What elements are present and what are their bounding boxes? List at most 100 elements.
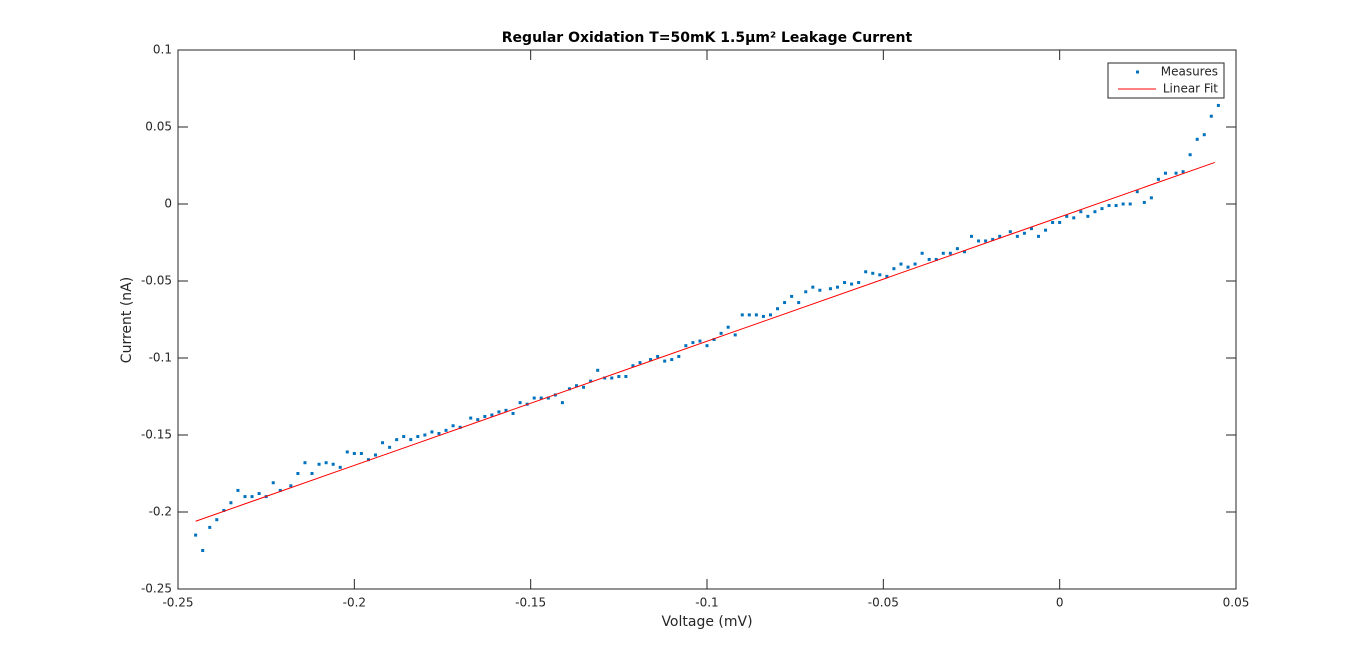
- data-point: [381, 441, 385, 445]
- data-point: [631, 364, 635, 368]
- data-point: [1216, 103, 1220, 107]
- data-point: [324, 461, 328, 465]
- data-point: [532, 396, 536, 400]
- data-point: [1142, 200, 1146, 204]
- data-point: [1051, 220, 1055, 224]
- data-point: [303, 461, 307, 465]
- data-point: [1156, 177, 1160, 181]
- data-point: [899, 262, 903, 266]
- data-point: [1065, 214, 1069, 218]
- data-point: [948, 251, 952, 255]
- data-point: [864, 270, 868, 274]
- y-tick-label: -0.25: [141, 582, 172, 596]
- chart-title: Regular Oxidation T=50mK 1.5μm² Leakage …: [502, 30, 913, 46]
- data-point: [1086, 214, 1090, 218]
- data-point: [1107, 204, 1111, 208]
- data-point: [345, 450, 349, 454]
- data-point: [998, 234, 1002, 238]
- data-point: [726, 325, 730, 329]
- data-point: [684, 344, 688, 348]
- data-point: [395, 438, 399, 442]
- data-point: [1188, 153, 1192, 157]
- data-point: [560, 401, 564, 405]
- data-point: [970, 234, 973, 238]
- data-point: [458, 425, 462, 429]
- data-point: [271, 481, 275, 485]
- data-point: [1174, 171, 1178, 175]
- data-point: [1079, 210, 1083, 214]
- data-point: [835, 285, 839, 289]
- data-point: [649, 358, 653, 362]
- data-point: [1072, 216, 1076, 220]
- data-point: [1121, 202, 1125, 206]
- data-point: [352, 451, 356, 455]
- data-point: [1029, 227, 1033, 231]
- data-point: [670, 358, 674, 362]
- data-point: [476, 418, 480, 422]
- data-point: [941, 251, 945, 255]
- data-point: [1058, 220, 1062, 224]
- x-axis-label: Voltage (mV): [661, 614, 752, 630]
- data-point: [920, 251, 924, 255]
- data-point: [1015, 234, 1019, 238]
- data-point: [677, 354, 681, 358]
- data-point: [1037, 234, 1041, 238]
- data-point: [892, 267, 896, 271]
- data-point: [1114, 204, 1118, 208]
- data-point: [317, 462, 321, 466]
- x-tick-label: -0.2: [343, 596, 366, 610]
- data-point: [768, 313, 772, 317]
- data-point: [539, 396, 543, 400]
- data-point: [257, 492, 261, 496]
- data-point: [1093, 210, 1097, 214]
- data-point: [747, 313, 751, 317]
- data-point: [430, 430, 434, 434]
- data-point: [1100, 207, 1104, 211]
- data-point: [624, 374, 628, 378]
- data-point: [857, 281, 861, 285]
- data-point: [437, 431, 441, 435]
- data-point: [977, 239, 981, 243]
- data-point: [236, 488, 240, 492]
- y-tick-label: -0.2: [149, 505, 172, 519]
- data-point: [511, 411, 515, 415]
- x-tick-label: -0.15: [515, 596, 546, 610]
- data-point: [201, 549, 205, 552]
- data-point: [712, 338, 716, 342]
- data-point: [423, 433, 427, 437]
- data-point: [589, 379, 593, 383]
- data-point: [289, 484, 293, 488]
- data-point: [250, 495, 254, 499]
- data-point: [934, 257, 938, 261]
- data-point: [850, 282, 854, 286]
- data-point: [754, 313, 758, 317]
- data-point: [610, 376, 614, 380]
- data-point: [546, 396, 550, 400]
- data-point: [194, 533, 198, 537]
- x-tick-label: 0.05: [1223, 596, 1250, 610]
- data-point: [811, 285, 815, 289]
- data-point: [955, 247, 959, 251]
- data-point: [416, 435, 420, 439]
- legend-marker: [1136, 70, 1139, 74]
- data-point: [1149, 196, 1153, 200]
- data-point: [719, 331, 723, 335]
- x-tick-label: -0.1: [695, 596, 718, 610]
- data-point: [366, 458, 370, 462]
- legend-box: [1107, 62, 1225, 99]
- legend-label: Measures: [1161, 65, 1218, 79]
- data-point: [1202, 133, 1206, 137]
- data-point: [490, 413, 494, 417]
- data-point: [1195, 137, 1199, 141]
- data-point: [373, 453, 377, 457]
- data-point: [567, 387, 571, 391]
- data-point: [359, 451, 363, 455]
- y-tick-label: 0.05: [145, 120, 172, 134]
- data-point: [818, 288, 822, 292]
- data-point: [871, 271, 875, 275]
- y-tick-label: -0.15: [141, 428, 172, 442]
- data-point: [215, 518, 219, 522]
- data-point: [913, 262, 917, 266]
- data-point: [962, 250, 966, 254]
